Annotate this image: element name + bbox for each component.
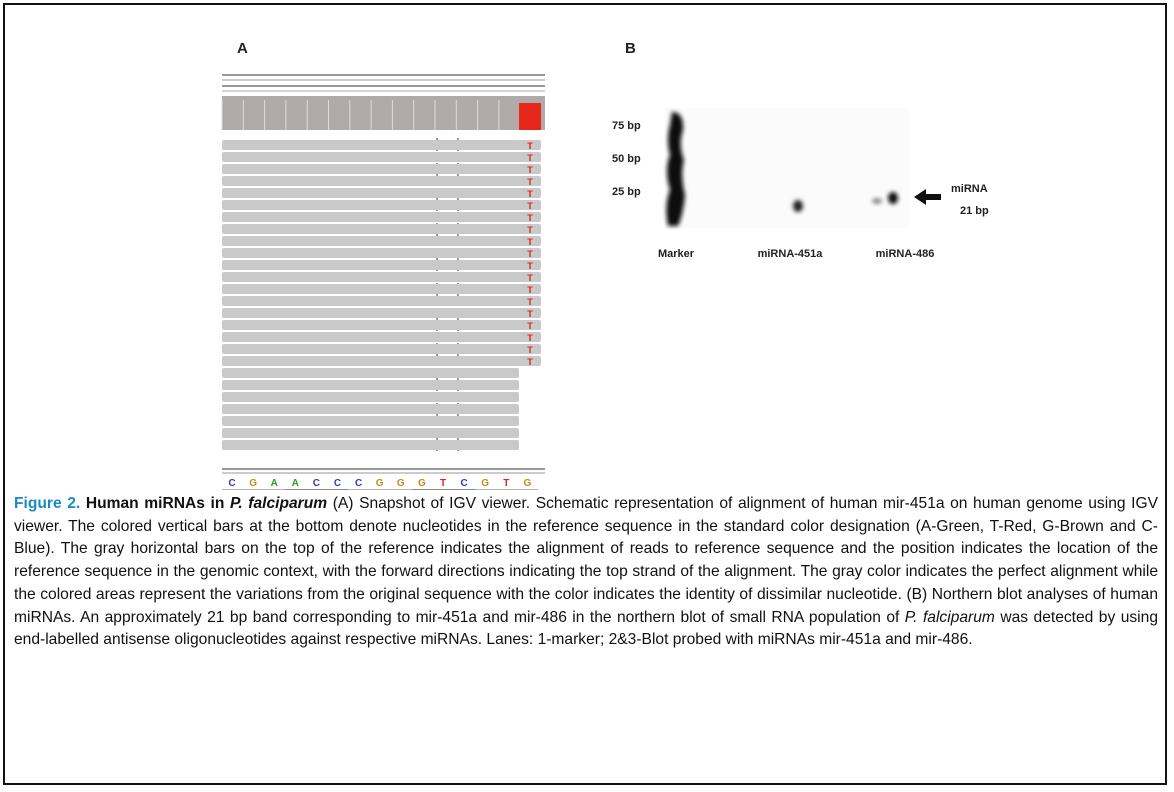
mismatch-base: T	[527, 333, 533, 343]
mismatch-base: T	[527, 261, 533, 271]
read	[222, 176, 541, 186]
read	[222, 356, 541, 366]
read	[222, 380, 519, 390]
mismatch-base: T	[527, 141, 533, 151]
read	[222, 284, 541, 294]
mismatch-base: T	[527, 297, 533, 307]
reference-base: G	[397, 478, 405, 489]
arrow-label: miRNA	[951, 183, 988, 195]
reference-base: G	[481, 478, 489, 489]
reference-base: G	[524, 478, 532, 489]
mismatch-base: T	[527, 153, 533, 163]
read	[222, 296, 541, 306]
amino-acid: N	[314, 489, 321, 490]
figure: A B TTTTTTTTTTTTTTTTTTTCGAACCCGGGTCGTGSN…	[0, 0, 1174, 490]
reference-base: G	[376, 478, 384, 489]
mismatch-base: T	[527, 285, 533, 295]
reference-base: A	[271, 478, 278, 489]
reference-base: C	[313, 478, 320, 489]
mismatch-base: T	[527, 165, 533, 175]
reference-base: C	[228, 478, 235, 489]
amino-acid: R	[504, 489, 511, 490]
size-marker: 75 bp	[612, 120, 641, 132]
read	[222, 224, 541, 234]
read	[222, 308, 541, 318]
read	[222, 140, 541, 150]
caption-text: (A) Snapshot of IGV viewer. Schematic re…	[14, 495, 1158, 626]
read	[222, 440, 519, 450]
arrow-label: 21 bp	[960, 205, 989, 217]
igv-snapshot: TTTTTTTTTTTTTTTTTTTCGAACCCGGGTCGTGSNPGR	[222, 75, 545, 490]
caption-text: P. falciparum	[230, 495, 327, 512]
figure-caption: Figure 2. Human miRNAs in P. falciparum …	[14, 493, 1158, 652]
caption-text: P. falciparum	[905, 609, 995, 626]
size-marker: 25 bp	[612, 186, 641, 198]
reference-base: C	[460, 478, 467, 489]
mismatch-base: T	[527, 249, 533, 259]
reference-base: T	[440, 478, 446, 489]
caption-text: Figure 2.	[14, 495, 80, 512]
northern-blot: 75 bp 50 bp 25 bp miRNA 21 bp Marker miRNA-451…	[612, 108, 989, 260]
mismatch-base: T	[527, 345, 533, 355]
mismatch-base: T	[527, 237, 533, 247]
reference-base: G	[249, 478, 257, 489]
lane-label: miRNA-486	[876, 248, 935, 260]
mismatch-base: T	[527, 201, 533, 211]
read	[222, 152, 541, 162]
mismatch-base: T	[527, 309, 533, 319]
page: A B TTTTTTTTTTTTTTTTTTTCGAACCCGGGTCGTGSN…	[0, 0, 1174, 792]
amino-acid: G	[440, 489, 447, 490]
read	[222, 236, 541, 246]
read	[222, 272, 541, 282]
read	[222, 200, 541, 210]
reference-base: C	[355, 478, 362, 489]
amino-acid: P	[377, 489, 383, 490]
read	[222, 332, 541, 342]
read	[222, 212, 541, 222]
reference-base: T	[503, 478, 509, 489]
mismatch-base: T	[527, 225, 533, 235]
amino-acid: S	[251, 489, 257, 490]
mismatch-base: T	[527, 177, 533, 187]
read	[222, 368, 519, 378]
read	[222, 416, 519, 426]
read	[222, 164, 541, 174]
read	[222, 248, 541, 258]
mismatch-base: T	[527, 321, 533, 331]
read	[222, 404, 519, 414]
lane-label: miRNA-451a	[758, 248, 824, 260]
lane-label: Marker	[658, 248, 695, 260]
size-marker: 50 bp	[612, 153, 641, 165]
reference-base: C	[334, 478, 341, 489]
mismatch-base: T	[527, 273, 533, 283]
read	[222, 428, 519, 438]
caption-text: Human miRNAs in	[80, 495, 230, 512]
panel-label: B	[625, 40, 636, 57]
panel-label: A	[237, 40, 248, 57]
read	[222, 344, 541, 354]
read	[222, 188, 541, 198]
read	[222, 320, 541, 330]
mismatch-base: T	[527, 357, 533, 367]
mismatch-base: T	[527, 189, 533, 199]
read	[222, 392, 519, 402]
reference-base: G	[418, 478, 426, 489]
reference-base: A	[292, 478, 299, 489]
read	[222, 260, 541, 270]
mismatch-base: T	[527, 213, 533, 223]
